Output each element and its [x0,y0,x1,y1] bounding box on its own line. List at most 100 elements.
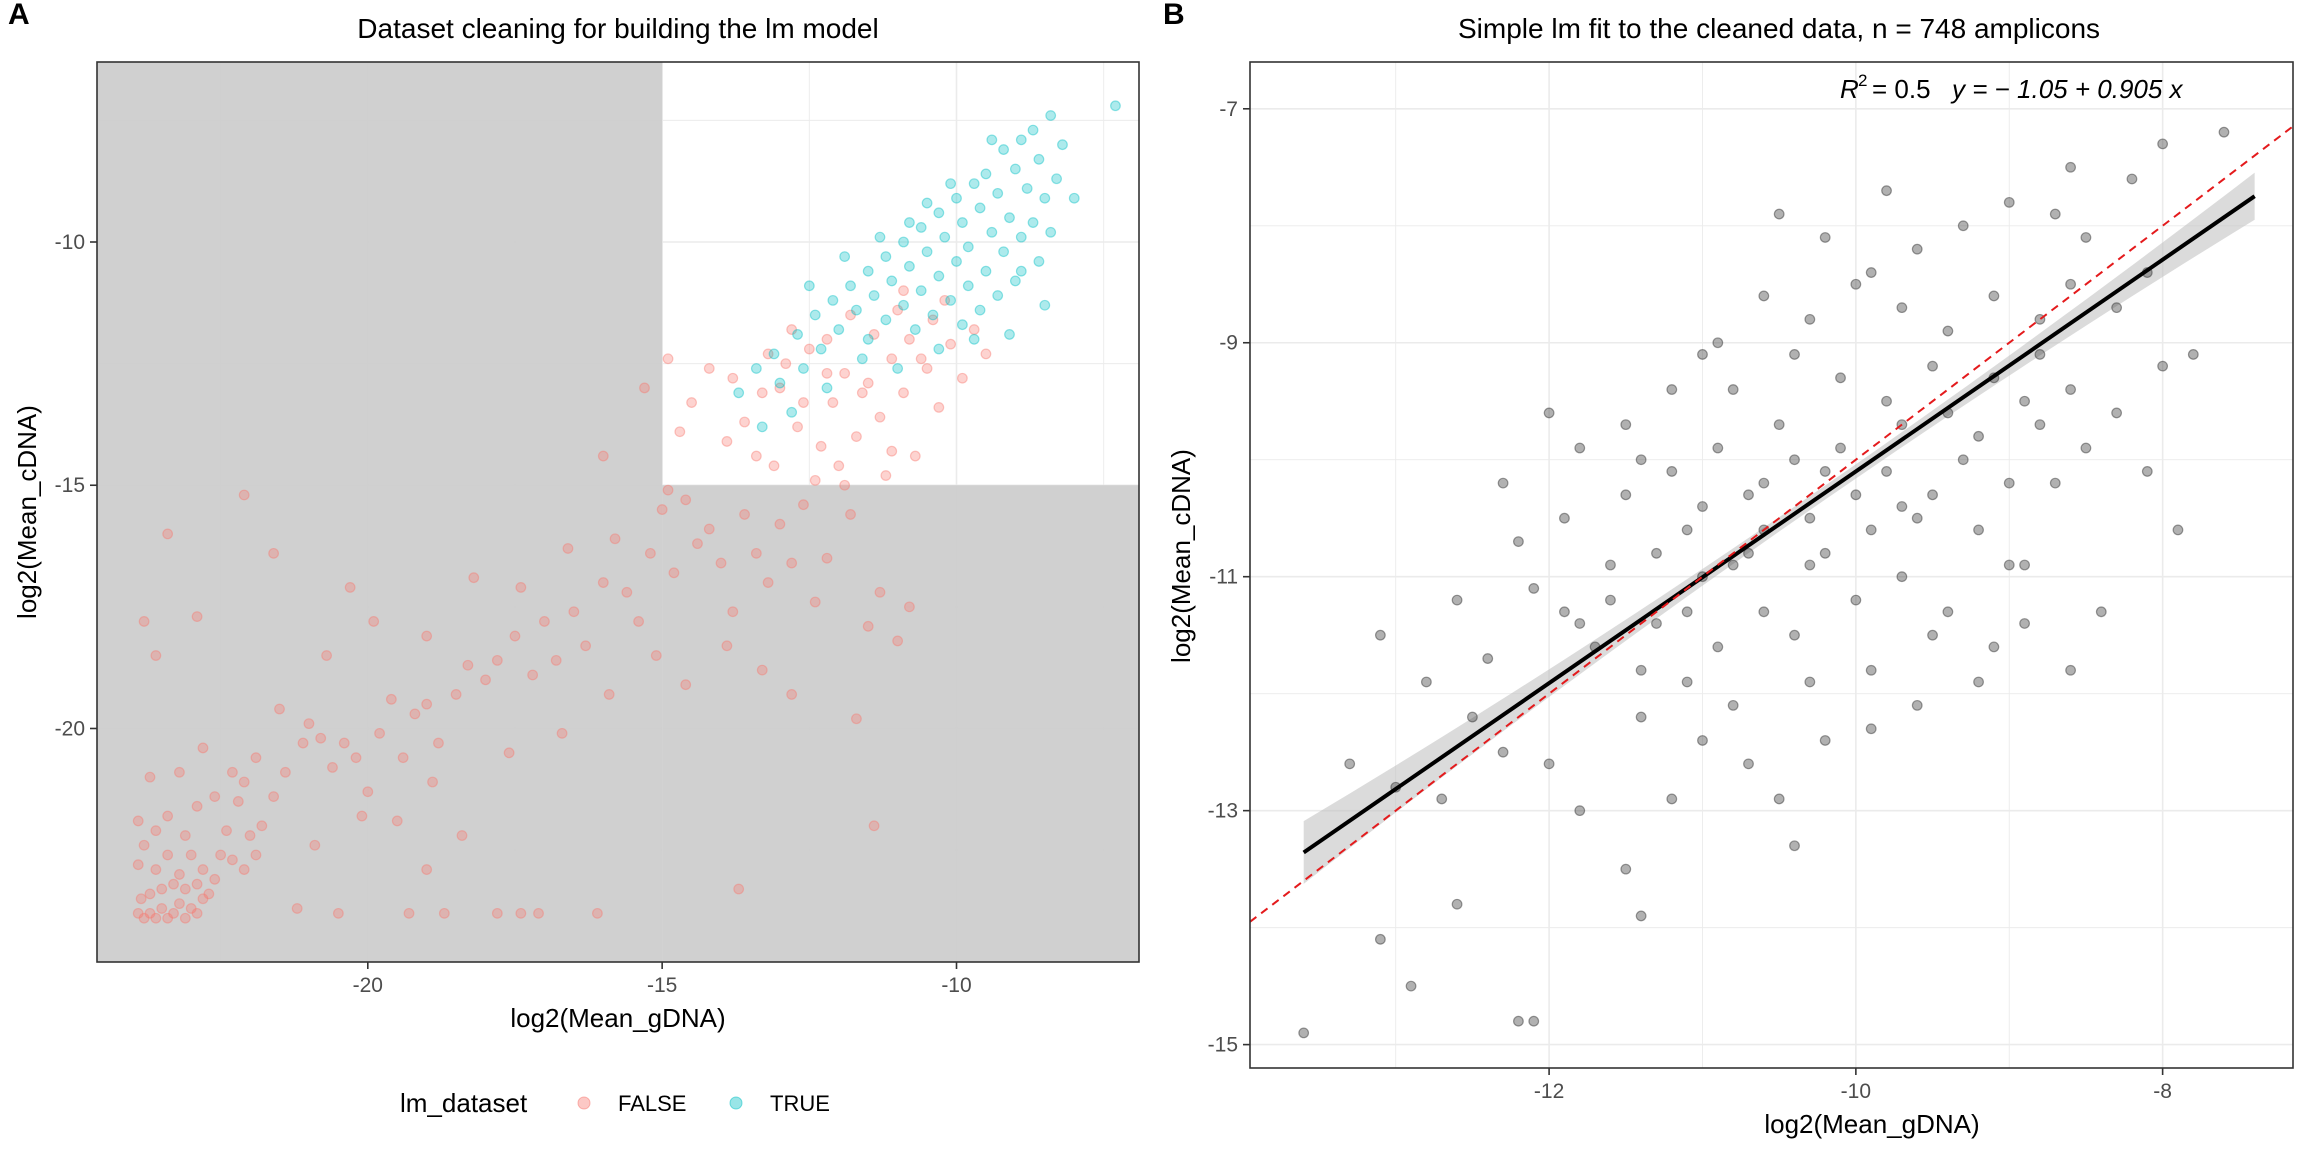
data-point [868,329,880,340]
data-point [191,800,203,812]
data-point [874,411,886,423]
data-point [1620,419,1632,431]
data-point [921,363,933,374]
data-point [756,664,768,676]
data-point [527,669,539,681]
data-point [132,815,144,827]
data-point [933,402,945,413]
data-point [132,859,144,871]
data-point [1009,163,1021,175]
data-point [1528,582,1540,594]
data-point [185,849,197,861]
data-point [750,450,762,462]
data-point [1896,302,1908,314]
legend-swatch-false [577,1096,591,1110]
data-point [951,192,962,204]
legend-swatch-true [729,1096,743,1110]
data-point [491,654,503,666]
data-point [786,557,798,569]
data-point [1513,536,1524,548]
data-point [1927,360,1938,372]
data-point [727,372,739,384]
data-point [427,776,438,788]
data-point [1697,735,1708,746]
plot-inner [97,62,1139,962]
data-point [1009,275,1021,287]
data-point [939,231,951,243]
data-point [733,387,745,399]
data-point [174,898,185,910]
data-point [868,290,880,301]
data-point [803,343,815,355]
plot-frame [1249,61,2294,1069]
data-point [1497,477,1509,489]
y-tick-label: -10 [55,231,85,254]
data-point [1027,124,1039,136]
data-point [898,387,909,399]
data-point [421,698,433,710]
excluded-region-low-cdna [662,485,1139,962]
data-point [933,207,945,219]
data-point [1819,466,1831,477]
data-point [350,752,362,764]
data-point [856,353,868,365]
data-point [1467,711,1478,723]
data-point [1605,594,1616,606]
x-tick-label: -8 [2153,1080,2172,1103]
data-point [839,479,851,491]
data-point [1973,524,1984,536]
data-point [686,397,697,408]
data-point [1865,524,1877,536]
data-point [1574,442,1586,454]
data-point [1681,524,1693,536]
data-point [568,606,580,618]
data-point [215,849,227,861]
data-point [256,820,268,832]
data-point [809,474,821,486]
data-point [368,616,380,627]
data-point [539,616,550,627]
data-point [221,825,232,837]
data-point [179,883,191,895]
panel-b-tag: B [1163,0,1185,31]
panel-a-plot-area: -20 -15 -10 -20 -15 -10 [55,61,1140,997]
data-point [1712,442,1724,454]
data-point [809,309,821,321]
panel-b-plot-area: -12 -10 -8 -15 -13 -11 -9 -7 [1208,61,2294,1103]
data-point [1758,290,1770,302]
data-point [1635,664,1647,676]
data-point [974,304,986,316]
data-point [197,893,209,905]
data-point [1942,325,1954,337]
data-point [633,616,645,627]
data-point [385,693,397,705]
data-point [1451,898,1463,910]
data-point [980,265,992,277]
legend-label-true: TRUE [770,1091,830,1116]
data-point [851,304,862,316]
data-point [132,907,144,919]
data-point [951,256,962,267]
y-tick-label: -20 [55,717,85,740]
data-point [1620,489,1632,501]
data-point [968,178,980,190]
legend-title: lm_dataset [400,1088,528,1118]
data-point [438,907,450,919]
data-point [2003,477,2015,489]
data-point [839,367,851,379]
data-point [315,732,327,744]
data-point [2003,559,2015,571]
data-point [880,470,892,481]
data-point [915,353,927,365]
data-point [468,572,480,584]
data-point [2019,618,2030,629]
data-point [904,217,915,228]
data-point [2141,466,2153,477]
data-point [2126,173,2138,185]
data-point [150,825,162,837]
data-point [721,436,733,447]
data-point [2095,606,2107,618]
data-point [962,241,974,253]
data-point [1482,653,1494,664]
data-point [674,426,686,438]
